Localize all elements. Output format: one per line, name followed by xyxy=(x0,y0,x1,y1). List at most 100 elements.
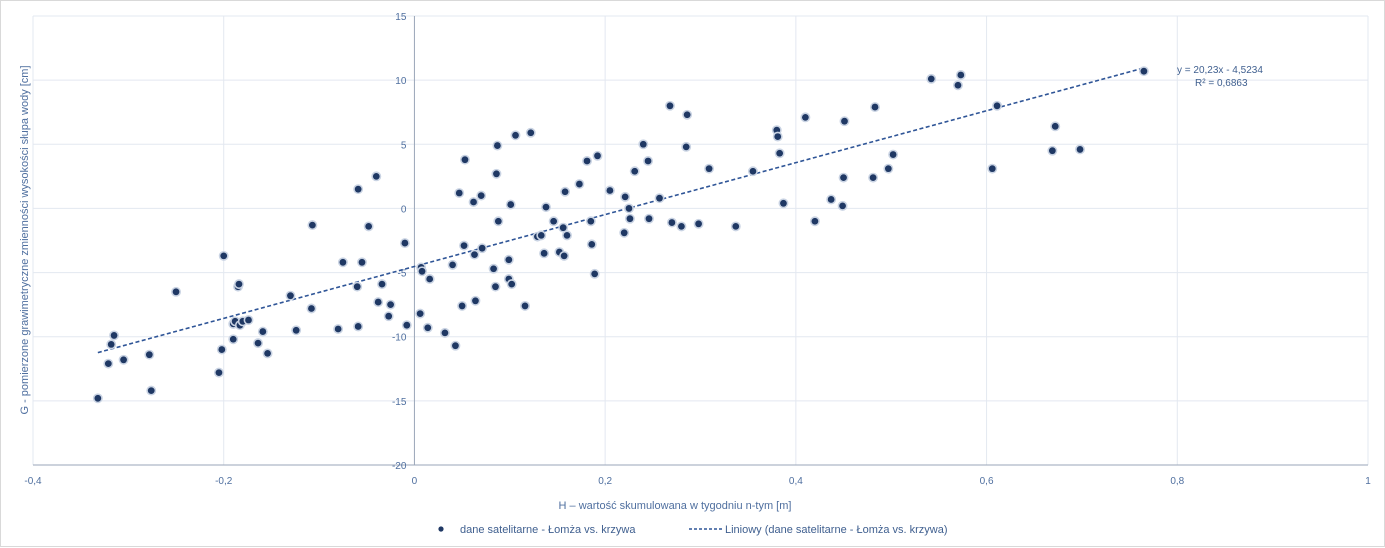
data-point xyxy=(235,280,243,288)
data-point xyxy=(776,149,784,157)
x-tick-label: 0,6 xyxy=(980,476,994,487)
data-point xyxy=(827,196,835,203)
data-point xyxy=(988,165,996,173)
data-points xyxy=(92,66,1149,404)
data-point xyxy=(1076,146,1084,153)
data-point xyxy=(668,219,676,226)
data-point xyxy=(107,341,115,348)
data-point xyxy=(705,165,713,173)
data-point xyxy=(639,140,647,148)
data-point xyxy=(472,297,479,305)
data-point xyxy=(461,156,469,164)
data-point xyxy=(749,167,757,175)
data-point xyxy=(264,349,271,357)
data-point xyxy=(560,252,568,260)
x-tick-label: 0,4 xyxy=(789,476,803,487)
y-tick-labels: 15 10 5 0 -5 -10 -15 -20 xyxy=(392,12,407,472)
data-point xyxy=(656,194,663,202)
legend: dane satelitarne - Łomża vs. krzywa Lini… xyxy=(438,524,948,536)
legend-label-trendline: Liniowy (dane satelitarne - Łomża vs. kr… xyxy=(725,524,948,536)
legend-label-scatter: dane satelitarne - Łomża vs. krzywa xyxy=(460,524,636,536)
data-point xyxy=(620,229,628,237)
data-point xyxy=(957,71,965,79)
data-point xyxy=(104,360,112,368)
data-point xyxy=(449,261,456,269)
x-tick-label: -0,2 xyxy=(215,476,233,487)
data-point xyxy=(1051,122,1059,130)
data-point xyxy=(470,198,477,206)
y-tick-label: 15 xyxy=(395,12,407,23)
y-tick-label: 10 xyxy=(395,76,407,87)
data-point xyxy=(537,231,545,239)
data-point xyxy=(441,329,449,337)
x-axis-title: H – wartość skumulowana w tygodniu n-tym… xyxy=(559,500,792,512)
data-point xyxy=(927,75,935,83)
data-point xyxy=(732,222,740,230)
data-point xyxy=(493,142,501,149)
y-tick-label: -10 xyxy=(392,333,407,344)
x-tick-labels: -0,4 -0,2 0 0,2 0,4 0,6 0,8 1 xyxy=(24,476,1371,487)
data-point xyxy=(339,258,347,266)
data-point xyxy=(259,328,267,335)
data-point xyxy=(527,129,535,137)
data-point xyxy=(229,335,237,343)
data-point xyxy=(365,222,373,230)
data-point xyxy=(591,270,599,278)
data-point xyxy=(841,117,848,125)
data-point xyxy=(354,323,362,330)
data-point xyxy=(460,242,468,250)
data-point xyxy=(682,143,690,151)
data-point xyxy=(215,369,223,377)
data-point xyxy=(587,217,595,225)
trendline-r-squared: R² = 0,6863 xyxy=(1195,78,1248,89)
data-point xyxy=(594,152,601,160)
y-tick-label: -5 xyxy=(398,269,407,280)
data-point xyxy=(416,310,424,318)
data-point xyxy=(993,102,1001,110)
data-point xyxy=(403,321,411,329)
data-point xyxy=(120,356,127,364)
trendline-segment xyxy=(97,67,1145,354)
data-point xyxy=(626,215,634,223)
data-point xyxy=(245,316,252,324)
data-point xyxy=(561,188,569,196)
data-point xyxy=(583,157,591,165)
data-point xyxy=(493,170,500,178)
data-point xyxy=(540,249,548,257)
data-point xyxy=(606,187,614,194)
data-point xyxy=(505,256,513,264)
data-point xyxy=(334,325,342,333)
data-point xyxy=(1140,67,1148,75)
data-point xyxy=(666,102,674,110)
data-point xyxy=(374,298,382,306)
data-point xyxy=(494,217,502,225)
data-point xyxy=(678,222,685,230)
data-point xyxy=(471,251,478,259)
data-point xyxy=(220,252,228,260)
data-point xyxy=(780,199,787,207)
data-point xyxy=(172,288,180,296)
data-point xyxy=(378,280,386,288)
data-point xyxy=(287,292,294,300)
data-point xyxy=(308,305,315,312)
y-tick-label: 0 xyxy=(401,204,407,215)
x-tick-label: 0,2 xyxy=(598,476,612,487)
data-point xyxy=(353,283,361,291)
data-point xyxy=(218,346,226,353)
data-point xyxy=(354,185,362,193)
data-point xyxy=(1048,147,1056,155)
data-point xyxy=(458,302,466,310)
y-tick-label: -15 xyxy=(392,397,407,408)
data-point xyxy=(774,133,782,140)
data-point xyxy=(492,283,499,291)
data-point xyxy=(954,81,962,89)
x-tick-label: 0,8 xyxy=(1170,476,1184,487)
data-point xyxy=(840,174,847,182)
data-point xyxy=(811,217,819,225)
x-tick-label: 0 xyxy=(412,476,418,487)
x-tick-label: -0,4 xyxy=(24,476,42,487)
data-point xyxy=(801,113,809,121)
data-point xyxy=(839,202,846,210)
